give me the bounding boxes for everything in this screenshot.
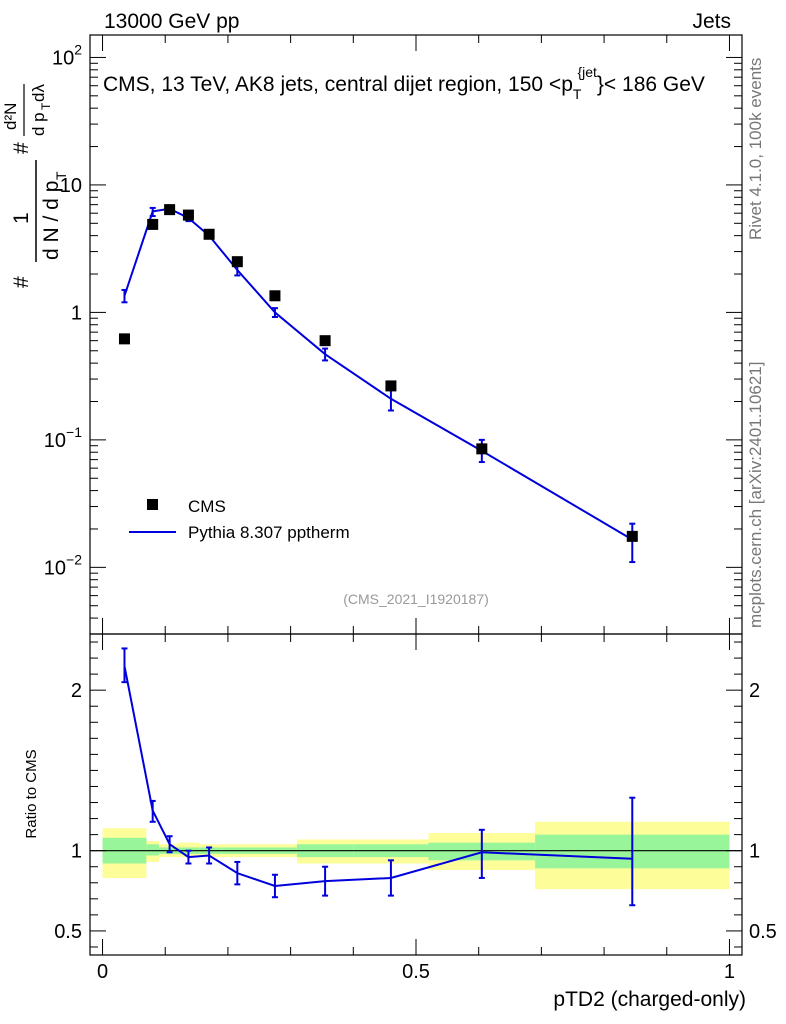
legend-cms-label: CMS bbox=[188, 497, 226, 516]
ratio-xlabel: pTD2 (charged-only) bbox=[553, 988, 746, 1011]
main-ytick-label: 10−1 bbox=[44, 424, 82, 452]
ylabel-bot-sub: T bbox=[39, 102, 53, 110]
main-ytick-exp: −2 bbox=[66, 551, 82, 567]
side-label-top: Rivet 4.1.0, 100k events bbox=[746, 58, 765, 240]
mc-line bbox=[123, 207, 633, 541]
cms-point bbox=[385, 380, 397, 392]
cms-point bbox=[231, 256, 243, 268]
ylabel-den-sub: T bbox=[53, 171, 69, 180]
cms-point bbox=[269, 290, 281, 302]
ylabel-bot: d p bbox=[29, 112, 48, 136]
ratio-ytick-label-right: 0.5 bbox=[749, 921, 777, 943]
main-ytick-base: 10 bbox=[44, 557, 66, 579]
ratio-ylabel: Ratio to CMS bbox=[23, 749, 40, 838]
legend: CMS Pythia 8.307 pptherm bbox=[129, 497, 350, 542]
main-ytick-exp: 2 bbox=[74, 41, 82, 57]
cms-point bbox=[147, 218, 159, 230]
ratio-ytick-label-left: 1 bbox=[71, 841, 82, 863]
cms-point bbox=[182, 209, 194, 221]
main-ytick-label: 102 bbox=[52, 41, 82, 69]
cms-point bbox=[626, 530, 638, 542]
main-ytick-exp: −1 bbox=[66, 424, 82, 440]
main-ytick-base: 10 bbox=[52, 47, 74, 69]
cms-point bbox=[203, 228, 215, 240]
main-ytick-label: 10−2 bbox=[44, 551, 82, 579]
title-sub: T bbox=[573, 86, 582, 102]
main-marks bbox=[118, 204, 638, 564]
title-main: CMS, 13 TeV, AK8 jets, central dijet reg… bbox=[103, 73, 573, 96]
header-right: Jets bbox=[692, 10, 731, 33]
analysis-tag: (CMS_2021_I1920187) bbox=[343, 591, 489, 607]
ratio-ytick-label-left: 0.5 bbox=[54, 921, 82, 943]
ratio-ticks: 0.5 0.5 1 1 2 2 0 0.5 1 bbox=[54, 634, 777, 983]
cms-point bbox=[319, 335, 331, 347]
main-frame bbox=[89, 34, 743, 635]
ylabel-top: d²N bbox=[1, 103, 20, 130]
main-ylabel: # d N / d p T 1 # d²N d p T dλ bbox=[1, 84, 69, 288]
main-ytick-label: 1 bbox=[71, 302, 82, 324]
ylabel-one: 1 bbox=[10, 212, 33, 224]
ratio-xtick-label: 1 bbox=[724, 961, 735, 983]
svg-text:CMS, 13 TeV, AK8 jets, central: CMS, 13 TeV, AK8 jets, central dijet reg… bbox=[103, 64, 705, 102]
side-label-bottom: mcplots.cern.ch [arXiv:2401.10621] bbox=[746, 362, 765, 628]
cms-point bbox=[118, 333, 130, 345]
title-sup: {jet bbox=[577, 64, 597, 80]
header-left: 13000 GeV pp bbox=[104, 10, 239, 33]
main-ytick-base: 1 bbox=[71, 302, 82, 324]
ratio-frame bbox=[89, 633, 743, 956]
band-inner bbox=[146, 844, 159, 856]
legend-mc-label: Pythia 8.307 pptherm bbox=[188, 523, 350, 542]
ratio-xtick-label: 0.5 bbox=[402, 961, 430, 983]
ratio-ytick-label-right: 2 bbox=[749, 680, 760, 702]
ylabel-bot-tail: dλ bbox=[29, 84, 48, 102]
main-ytick-base: 10 bbox=[60, 175, 82, 197]
ylabel-den: d N / d p bbox=[40, 181, 63, 260]
legend-cms-marker bbox=[147, 499, 158, 510]
ratio-ytick-label-right: 1 bbox=[749, 841, 760, 863]
main-ytick-base: 10 bbox=[44, 430, 66, 452]
ratio-panel: 0.5 0.5 1 1 2 2 0 0.5 1 Ratio to CMS pTD2 (charg… bbox=[23, 633, 777, 1011]
main-title: CMS, 13 TeV, AK8 jets, central dijet reg… bbox=[103, 64, 705, 102]
ylabel-hash2: # bbox=[10, 142, 33, 154]
main-ytick-label: 10 bbox=[60, 175, 82, 197]
ratio-xtick-label: 0 bbox=[97, 961, 108, 983]
cms-point bbox=[476, 443, 488, 455]
ratio-ytick-label-left: 2 bbox=[71, 680, 82, 702]
title-close: }< 186 GeV bbox=[597, 73, 705, 96]
ratio-marks bbox=[90, 647, 742, 907]
cms-point bbox=[164, 204, 176, 216]
ylabel-hash: # bbox=[10, 276, 33, 288]
